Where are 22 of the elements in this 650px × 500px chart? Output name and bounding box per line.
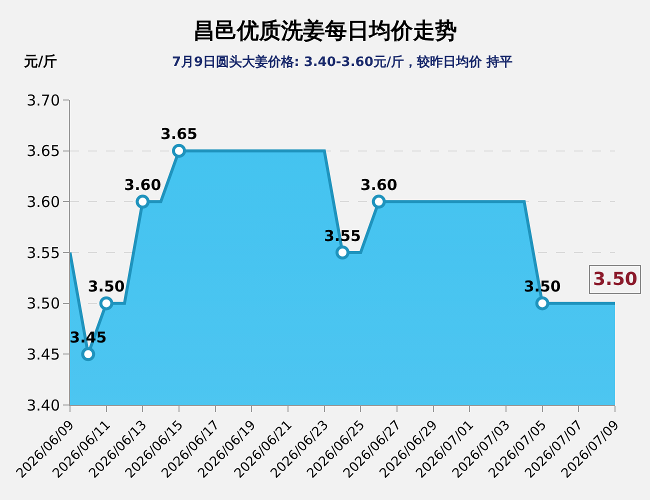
y-tick-label: 3.65 — [26, 142, 60, 160]
chart-title: 昌邑优质洗姜每日均价走势 — [193, 18, 457, 44]
y-tick-label: 3.55 — [26, 244, 60, 262]
data-label: 3.60 — [360, 176, 398, 194]
y-tick-label: 3.60 — [26, 192, 60, 211]
point — [172, 144, 186, 158]
data-label: 3.60 — [124, 176, 162, 194]
annotation: 3.50 — [593, 269, 638, 290]
point — [372, 194, 386, 209]
y-tick-label: 3.70 — [26, 91, 60, 110]
data-label: 3.65 — [160, 125, 198, 144]
point — [81, 347, 96, 362]
point — [99, 296, 114, 310]
y-tick-label: 3.50 — [26, 294, 60, 313]
data-label: 3.50 — [88, 278, 125, 296]
chart-subtitle: 7月9日圆头大姜价格: 3.40-3.60元/斤，较昨日均价 持平 — [172, 54, 513, 70]
y-axis-title: 元/斤 — [23, 53, 58, 70]
y-tick-label: 3.40 — [26, 396, 60, 414]
y-tick-label: 3.45 — [26, 345, 60, 364]
point — [535, 296, 550, 310]
point — [336, 246, 350, 260]
point — [136, 194, 150, 209]
